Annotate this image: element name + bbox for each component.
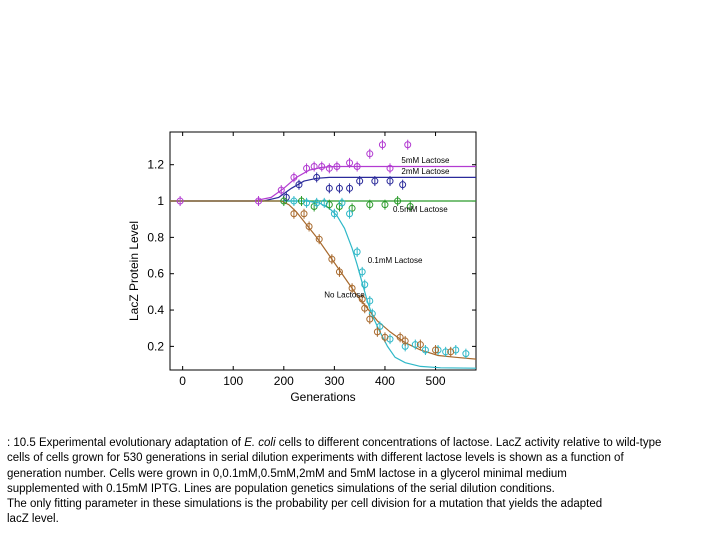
point-0-1mm-lactose <box>320 197 328 208</box>
point-0-5mm-lactose <box>394 196 402 207</box>
point-0-1mm-lactose <box>411 339 419 350</box>
y-axis-ticks: 0.2 0.4 0.6 0.8 1 1.2 <box>147 158 476 353</box>
point-2mm-lactose <box>356 176 364 187</box>
series-label-0-1mm-lactose: 0.1mM Lactose <box>368 256 423 265</box>
x-axis-ticks: 0 100 200 300 400 500 <box>179 132 446 388</box>
point-0-1mm-lactose <box>358 266 366 277</box>
point-0-5mm-lactose <box>280 196 288 207</box>
caption-line: lacZ level. <box>7 513 59 526</box>
point-5mm-lactose <box>378 139 386 150</box>
point-5mm-lactose <box>333 161 341 172</box>
point-0-1mm-lactose <box>330 208 338 219</box>
point-0-5mm-lactose <box>366 199 374 210</box>
curve-2mm-lactose <box>170 176 476 202</box>
curve-5mm-lactose <box>170 165 476 202</box>
point-2mm-lactose <box>371 176 379 187</box>
point-no-lactose <box>361 303 369 314</box>
caption-line: cells of cells grown for 530 generations… <box>7 452 624 465</box>
point-5mm-lactose <box>346 157 354 168</box>
point-no-lactose <box>396 332 404 343</box>
point-0-1mm-lactose <box>303 197 311 208</box>
point-no-lactose <box>358 294 366 305</box>
plot-area-frame <box>169 131 477 371</box>
point-5mm-lactose <box>255 196 263 207</box>
point-2mm-lactose <box>295 179 303 190</box>
point-no-lactose <box>305 221 313 232</box>
point-no-lactose <box>366 314 374 325</box>
x-tick-label: 200 <box>274 374 294 388</box>
point-2mm-lactose <box>399 179 407 190</box>
caption-line: supplemented with 0.15mM IPTG. Lines are… <box>7 482 555 495</box>
x-tick-label: 0 <box>179 374 186 388</box>
point-2mm-lactose <box>386 176 394 187</box>
y-axis-label: LacZ Protein Level <box>127 221 141 321</box>
point-5mm-lactose <box>318 161 326 172</box>
point-no-lactose <box>315 234 323 245</box>
caption-italic: E. coli <box>244 437 276 449</box>
point-0-1mm-lactose <box>462 348 470 359</box>
curve-0-1mm-lactose <box>170 200 477 369</box>
point-0-1mm-lactose <box>442 346 450 357</box>
point-0-1mm-lactose <box>290 196 298 207</box>
point-5mm-lactose <box>277 185 285 196</box>
series-label-2mm-lactose: 2mM Lactose <box>401 167 450 176</box>
point-5mm-lactose <box>366 148 374 159</box>
point-no-lactose <box>300 208 308 219</box>
point-no-lactose <box>447 346 455 357</box>
x-tick-label: 100 <box>223 374 243 388</box>
point-2mm-lactose <box>346 183 354 194</box>
point-no-lactose <box>373 326 381 337</box>
point-0-1mm-lactose <box>421 345 429 356</box>
x-tick-label: 400 <box>375 374 395 388</box>
y-tick-label: 1 <box>157 194 164 208</box>
point-2mm-lactose <box>325 183 333 194</box>
x-tick-label: 300 <box>324 374 344 388</box>
point-0-1mm-lactose <box>353 246 361 257</box>
point-no-lactose <box>290 208 298 219</box>
series-label-no-lactose: No Lactose <box>324 290 365 299</box>
point-0-1mm-lactose <box>346 208 354 219</box>
y-tick-label: 0.8 <box>147 230 164 244</box>
point-no-lactose <box>416 339 424 350</box>
figure-caption: : 10.5 Experimental evolutionary adaptat… <box>7 436 713 528</box>
y-tick-label: 1.2 <box>147 158 164 172</box>
x-axis-label: Generations <box>290 390 355 404</box>
simulation-curves <box>170 165 477 369</box>
point-no-lactose <box>381 332 389 343</box>
point-no-lactose <box>335 266 343 277</box>
point-no-lactose <box>401 335 409 346</box>
point-5mm-lactose <box>386 163 394 174</box>
point-0-5mm-lactose <box>406 201 414 212</box>
y-tick-label: 0.6 <box>147 267 164 281</box>
point-5mm-lactose <box>404 139 412 150</box>
point-2mm-lactose <box>313 172 321 183</box>
point-0-5mm-lactose <box>381 199 389 210</box>
point-no-lactose <box>348 283 356 294</box>
series-label-5mm-lactose: 5mM Lactose <box>401 156 450 165</box>
point-0-1mm-lactose <box>313 197 321 208</box>
curve-no-lactose <box>170 200 477 360</box>
x-tick-label: 500 <box>426 374 446 388</box>
point-5mm-lactose <box>310 161 318 172</box>
caption-line: generation number. Cells were grown in 0… <box>7 467 567 480</box>
point-no-lactose <box>432 345 440 356</box>
point-5mm-lactose <box>303 163 311 174</box>
point-2mm-lactose <box>335 183 343 194</box>
lacz-adaptation-chart: 0 100 200 300 400 500 0.2 0.4 0.6 0.8 1 1.2 5mM La… <box>127 131 477 404</box>
point-0-1mm-lactose <box>338 197 346 208</box>
point-5mm-lactose <box>290 172 298 183</box>
y-tick-label: 0.4 <box>147 303 164 317</box>
y-tick-label: 0.2 <box>147 339 164 353</box>
point-5mm-lactose <box>176 196 184 207</box>
caption-line: : 10.5 Experimental evolutionary adaptat… <box>7 437 662 449</box>
point-5mm-lactose <box>325 163 333 174</box>
series-labels: 5mM Lactose 2mM Lactose 0.5mM Lactose 0.1mM… <box>324 156 450 299</box>
point-0-1mm-lactose <box>361 279 369 290</box>
point-no-lactose <box>328 254 336 265</box>
caption-line: The only fitting parameter in these simu… <box>7 498 603 511</box>
data-points <box>176 139 470 359</box>
point-0-1mm-lactose <box>366 295 374 306</box>
point-5mm-lactose <box>353 161 361 172</box>
series-label-0-5mm-lactose: 0.5mM Lactose <box>393 205 448 214</box>
